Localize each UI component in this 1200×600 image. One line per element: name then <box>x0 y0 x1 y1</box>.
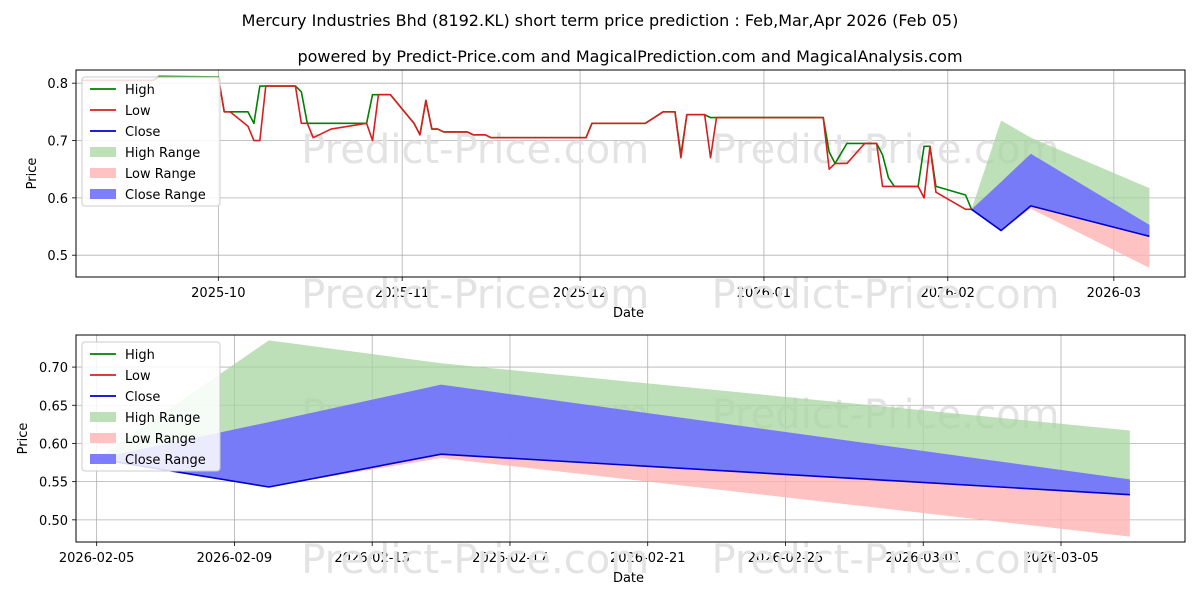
close-series-line <box>96 453 1130 496</box>
legend-swatch-high-range <box>90 147 116 157</box>
x-tick-label: 2026-02 <box>921 286 975 301</box>
legend-label-high: High <box>125 83 155 98</box>
legend-swatch-high-range <box>90 412 116 422</box>
x-tick-label: 2026-03 <box>1087 286 1141 301</box>
y-tick-label: 0.8 <box>47 77 68 92</box>
x-tick-label: 2026-01 <box>737 286 791 301</box>
watermark-text: Predict-Price.com <box>301 272 649 318</box>
x-tick-label: 2026-02-17 <box>472 551 548 566</box>
legend: High Low Close High Range Low Range Close Ran… <box>81 76 221 207</box>
legend-label-high-range: High Range <box>125 411 200 426</box>
legend-label-low: Low <box>125 369 151 384</box>
y-axis-label: Price <box>25 158 40 190</box>
watermark-text: Predict-Price.com <box>712 537 1060 583</box>
chart-panel-1: 2025-10 2025-11 2025-12 2026-01 2026-02 2026-… <box>25 69 1186 321</box>
close-series-line <box>971 205 1150 238</box>
y-tick-label: 0.70 <box>39 361 68 376</box>
chart-title: Mercury Industries Bhd (8192.KL) short t… <box>242 11 959 30</box>
x-tick-label: 2025-11 <box>375 286 429 301</box>
x-tick-label: 2025-10 <box>191 286 245 301</box>
legend-label-close-range: Close Range <box>125 188 206 203</box>
legend-swatch-close-range <box>90 454 116 464</box>
x-tick-label: 2026-03-05 <box>1023 551 1099 566</box>
watermark-text: Predict-Price.com <box>712 272 1060 318</box>
close-range-area <box>96 384 1130 495</box>
x-tick-label: 2026-02-13 <box>334 551 410 566</box>
legend-box <box>81 341 221 472</box>
legend-swatch-low-range <box>90 433 116 443</box>
legend-label-low-range: Low Range <box>125 167 196 182</box>
y-tick-label: 0.65 <box>39 399 68 414</box>
y-tick-label: 0.7 <box>47 135 68 150</box>
legend-label-close: Close <box>125 125 160 140</box>
plot-frame <box>75 334 1186 543</box>
low-series-line <box>81 76 972 211</box>
x-tick-label: 2026-02-25 <box>748 551 824 566</box>
watermark-text: Predict-Price.com <box>301 537 649 583</box>
chart-panel-2: 2026-02-05 2026-02-09 2026-02-13 2026-02-17… <box>16 334 1186 586</box>
chart-subtitle: powered by Predict-Price.com and Magical… <box>297 47 962 66</box>
plot-frame <box>75 69 1186 278</box>
legend-box <box>81 76 221 207</box>
legend-swatch-low-range <box>90 168 116 178</box>
x-axis-label: Date <box>613 571 644 586</box>
y-tick-label: 0.55 <box>39 476 68 491</box>
x-tick-label: 2026-03-01 <box>885 551 961 566</box>
legend-label-close: Close <box>125 390 160 405</box>
y-tick-label: 0.60 <box>39 437 68 452</box>
legend-label-low-range: Low Range <box>125 432 196 447</box>
x-tick-label: 2026-02-05 <box>59 551 135 566</box>
x-tick-label: 2026-02-09 <box>197 551 273 566</box>
y-axis-label: Price <box>16 423 31 455</box>
plot-area <box>96 340 1130 537</box>
legend-label-low: Low <box>125 104 151 119</box>
y-tick-label: 0.6 <box>47 192 68 207</box>
y-tick-label: 0.50 <box>39 514 68 529</box>
x-axis-label: Date <box>613 306 644 321</box>
legend: High Low Close High Range Low Range Close Ran… <box>81 341 221 472</box>
legend-label-close-range: Close Range <box>125 453 206 468</box>
low-range-area <box>96 454 1130 537</box>
legend-label-high: High <box>125 348 155 363</box>
low-range-area <box>971 205 1150 268</box>
y-tick-label: 0.5 <box>47 249 68 264</box>
x-tick-label: 2025-12 <box>553 286 607 301</box>
legend-swatch-close-range <box>90 189 116 199</box>
plot-area <box>81 75 1150 268</box>
legend-label-high-range: High Range <box>125 146 200 161</box>
x-tick-label: 2026-02-21 <box>610 551 686 566</box>
close-range-area <box>971 153 1150 237</box>
